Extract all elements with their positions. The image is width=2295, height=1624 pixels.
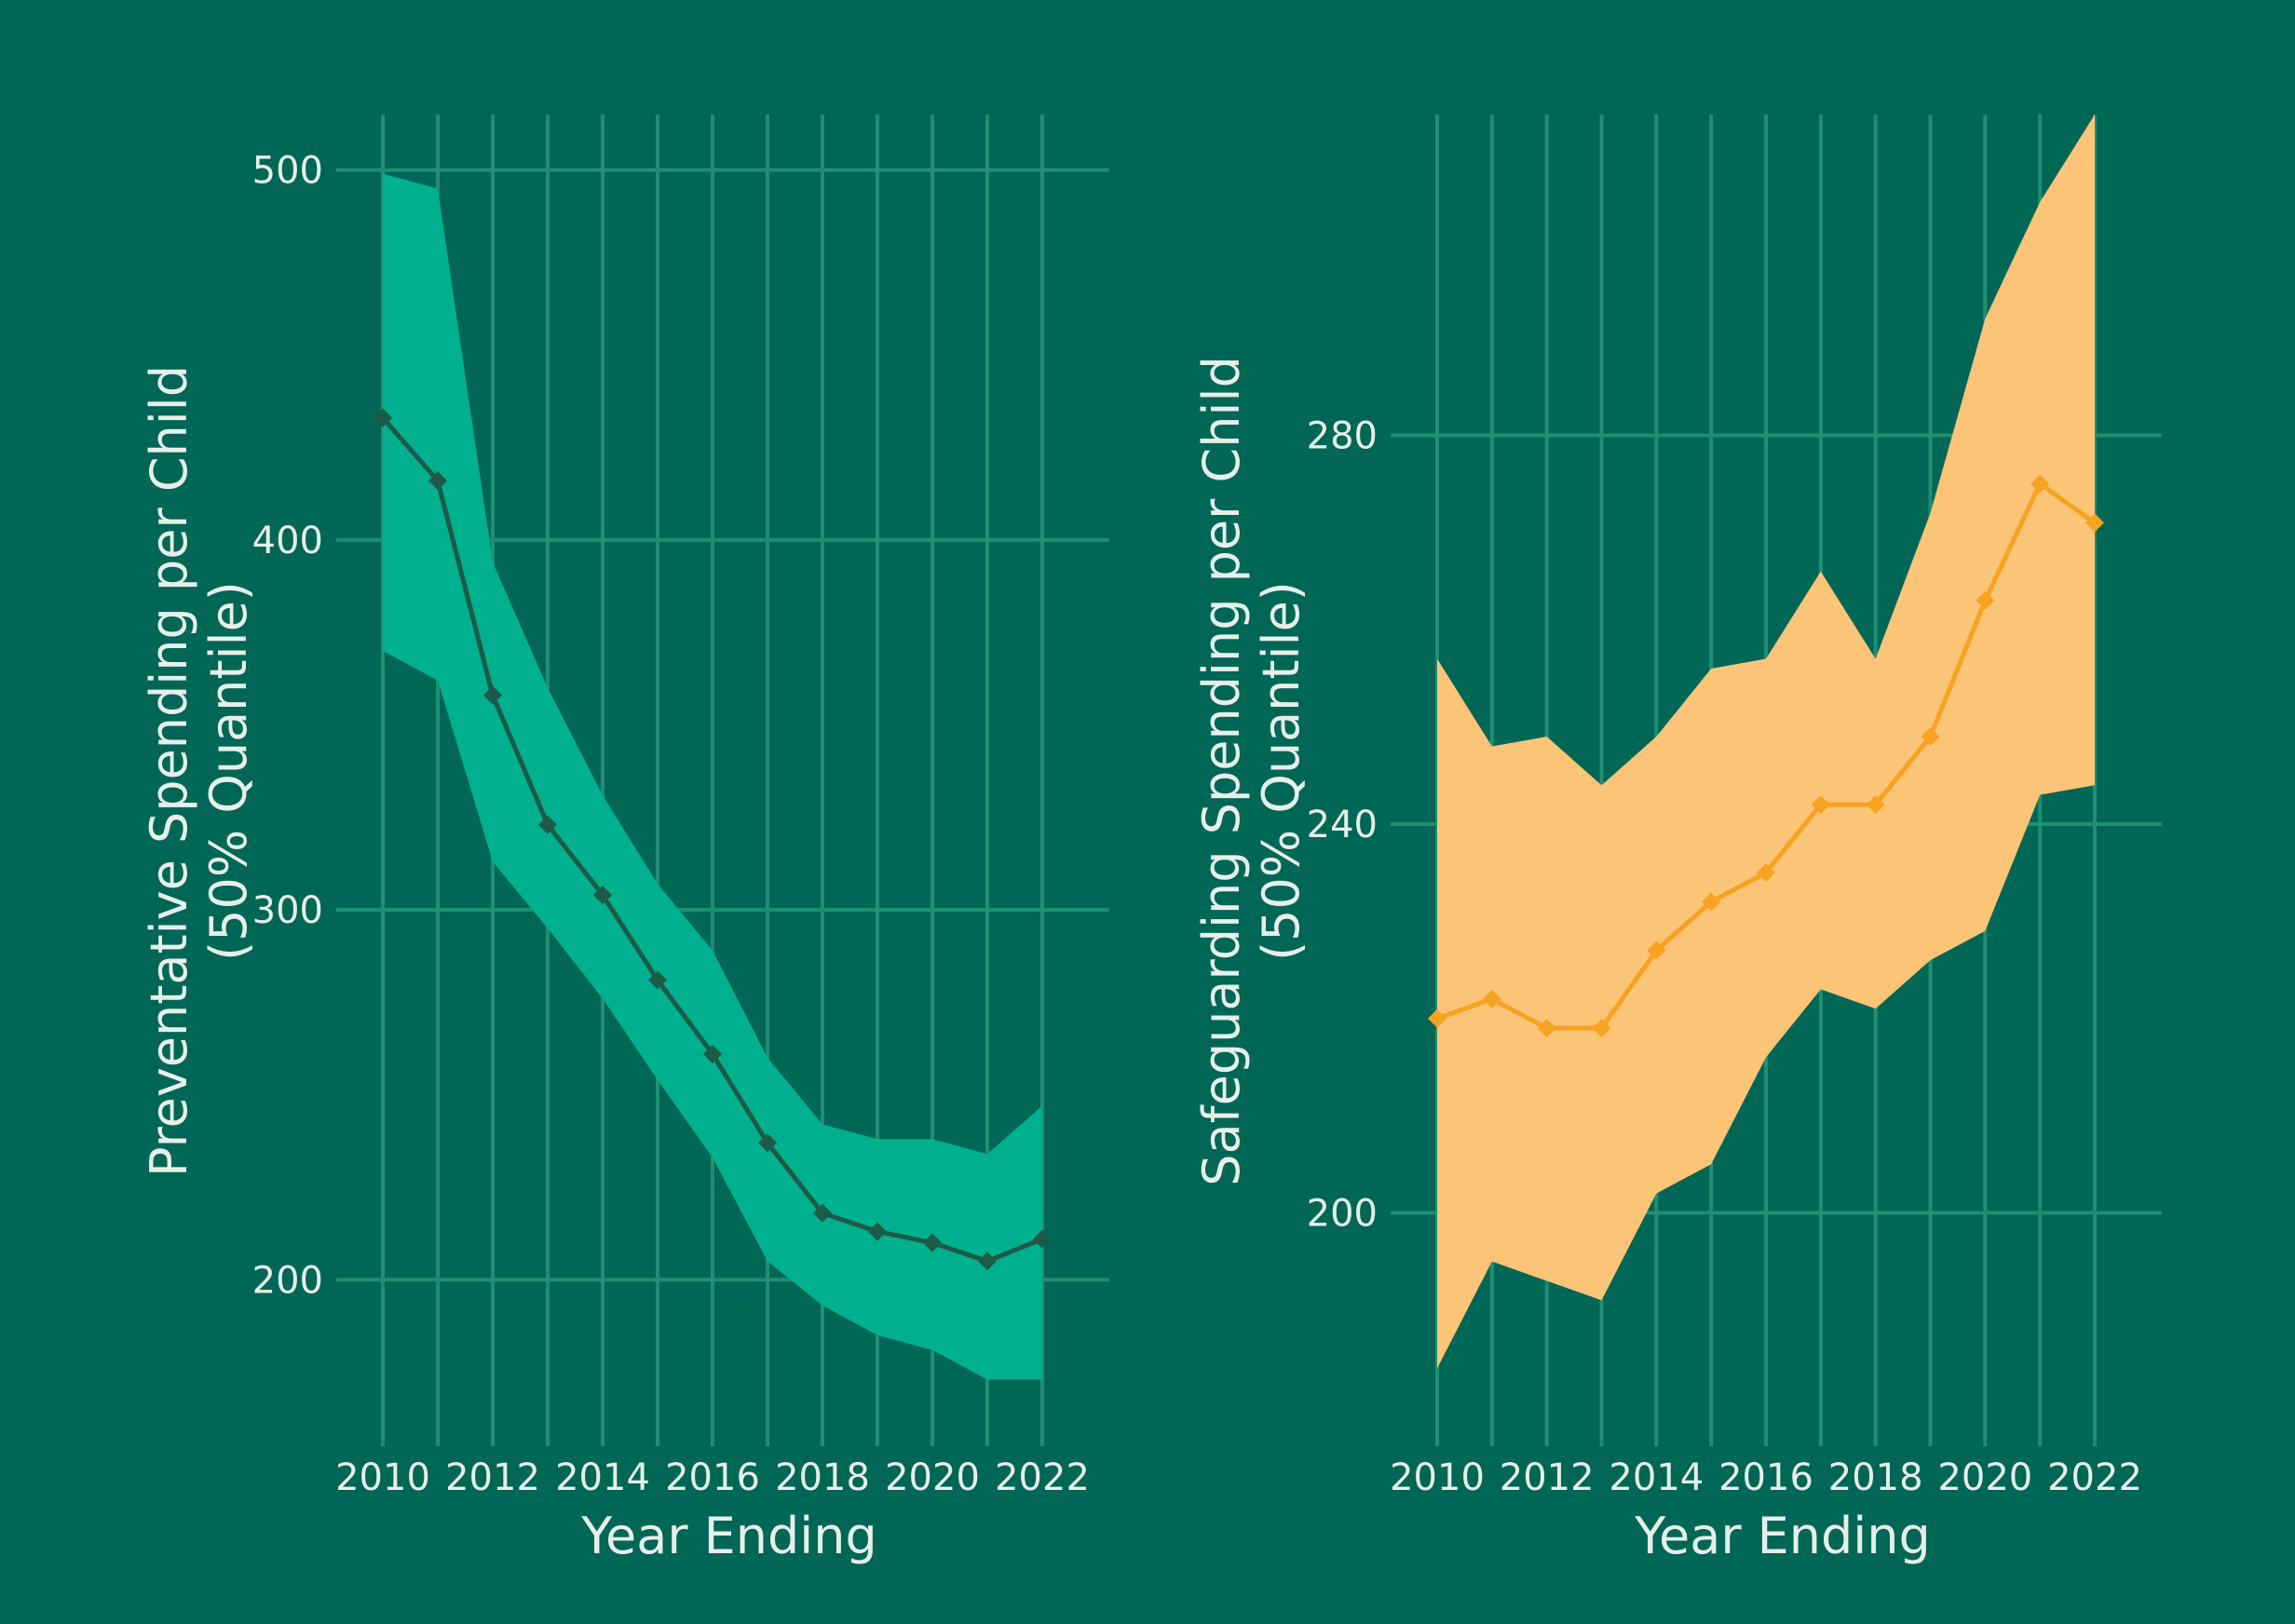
preventative-median-point-2020	[923, 1233, 942, 1252]
safeguarding-x-tick-label: 2012	[1500, 1456, 1595, 1499]
safeguarding-median-point-2015	[1702, 892, 1721, 912]
safeguarding-x-axis-title: Year Ending	[1634, 1507, 1931, 1565]
safeguarding-x-tick-label: 2014	[1609, 1456, 1704, 1499]
safeguarding-y-axis-title-line-2: (50% Quantile)	[1252, 581, 1310, 961]
preventative-x-tick-label: 2016	[665, 1456, 760, 1499]
preventative-median-point-2018	[813, 1203, 832, 1223]
preventative-median-point-2019	[868, 1222, 887, 1241]
preventative-y-axis-title-line-2: (50% Quantile)	[199, 581, 258, 961]
preventative-median-point-2022	[1033, 1229, 1052, 1249]
preventative-x-tick-label: 2018	[775, 1456, 870, 1499]
preventative-x-tick-label: 2022	[995, 1456, 1090, 1499]
preventative-y-axis-title-line-1: Preventative Spending per Child	[140, 365, 198, 1177]
safeguarding-median-point-2011	[1482, 989, 1501, 1008]
preventative-median-point-2014	[593, 886, 612, 905]
preventative-median-point-2017	[758, 1133, 777, 1153]
safeguarding-x-tick-label: 2022	[2047, 1456, 2142, 1499]
preventative-y-tick-label: 300	[252, 889, 323, 932]
safeguarding-median-point-2016	[1757, 863, 1775, 883]
safeguarding-quantile-band	[1437, 115, 2095, 1369]
preventative-y-tick-label: 500	[252, 150, 323, 193]
preventative-x-tick-label: 2014	[555, 1456, 650, 1499]
preventative-median-point-2021	[978, 1252, 997, 1271]
safeguarding-x-tick-label: 2010	[1390, 1456, 1485, 1499]
safeguarding-median-point-2014	[1647, 941, 1666, 960]
preventative-median-point-2010	[373, 408, 392, 427]
safeguarding-y-tick-label: 240	[1307, 804, 1378, 846]
safeguarding-median-point-2019	[1921, 727, 1940, 747]
safeguarding-x-tick-label: 2020	[1937, 1456, 2032, 1499]
safeguarding-y-tick-label: 280	[1307, 414, 1378, 457]
preventative-median-point-2011	[428, 471, 447, 491]
safeguarding-spending-panel: 200 240 280 2010 2012 2014 2016 2018 2020 2022 Yea…	[1192, 115, 2162, 1565]
preventative-median-point-2012	[483, 685, 502, 705]
preventative-y-tick-label: 200	[252, 1259, 323, 1302]
preventative-x-tick-label: 2010	[335, 1456, 430, 1499]
preventative-x-axis-title: Year Ending	[580, 1507, 877, 1565]
preventative-median-point-2016	[703, 1044, 722, 1063]
preventative-x-tick-label: 2020	[885, 1456, 980, 1499]
safeguarding-x-tick-label: 2018	[1828, 1456, 1923, 1499]
safeguarding-median-point-2012	[1537, 1019, 1556, 1038]
safeguarding-median-point-2018	[1866, 795, 1885, 815]
safeguarding-median-point-2013	[1592, 1019, 1611, 1038]
safeguarding-median-point-2010	[1428, 1008, 1446, 1028]
safeguarding-y-tick-label: 200	[1307, 1192, 1378, 1235]
preventative-median-point-2015	[648, 970, 667, 990]
preventative-median-point-2013	[538, 815, 557, 834]
safeguarding-median-point-2020	[1976, 590, 1995, 610]
preventative-spending-panel: 200 300 400 500 2010 2012 2014 2016 2018 2020 2022…	[140, 115, 1109, 1565]
safeguarding-y-axis-title-line-1: Safeguarding Spending per Child	[1192, 356, 1251, 1185]
safeguarding-median-point-2022	[2085, 513, 2104, 533]
preventative-y-tick-label: 400	[252, 520, 323, 562]
safeguarding-median-point-2017	[1811, 795, 1830, 815]
safeguarding-x-tick-label: 2016	[1718, 1456, 1813, 1499]
preventative-x-tick-label: 2012	[445, 1456, 540, 1499]
safeguarding-median-point-2021	[2030, 474, 2050, 494]
